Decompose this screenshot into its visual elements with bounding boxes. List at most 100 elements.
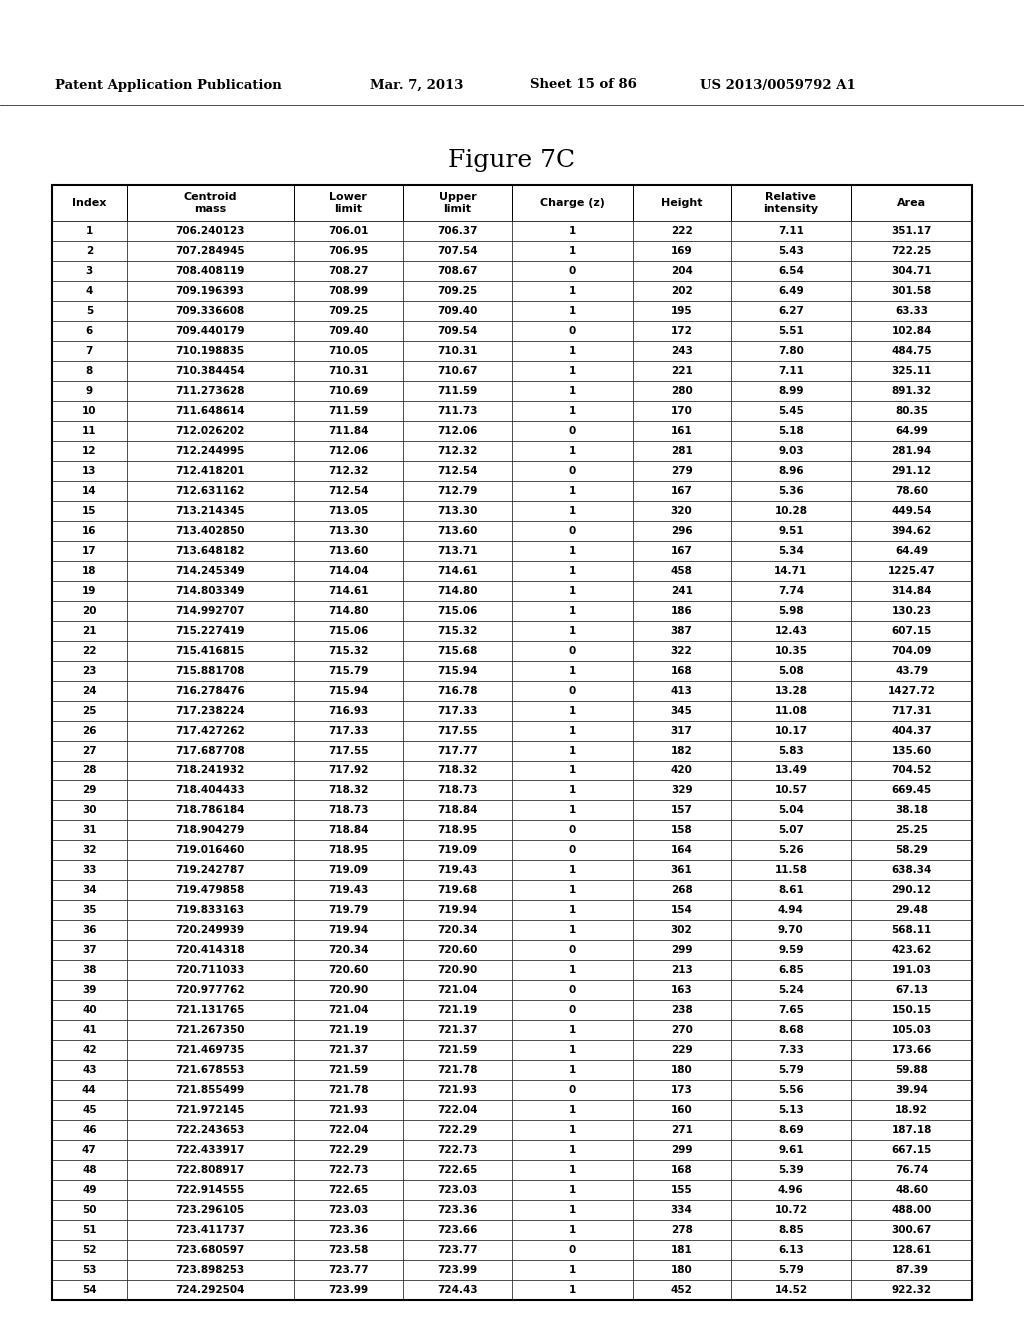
Text: 7.65: 7.65 — [778, 1006, 804, 1015]
Bar — [512, 261, 633, 281]
Bar — [512, 401, 633, 421]
Text: 8.69: 8.69 — [778, 1125, 804, 1135]
Bar — [127, 1121, 294, 1140]
Bar — [851, 821, 972, 841]
Text: 172: 172 — [671, 326, 692, 335]
Bar — [512, 220, 633, 242]
Text: 713.402850: 713.402850 — [175, 525, 245, 536]
Bar — [512, 581, 633, 601]
Bar — [402, 421, 512, 441]
Text: 5.08: 5.08 — [778, 665, 804, 676]
Bar — [402, 760, 512, 780]
Bar — [633, 780, 730, 800]
Text: 334: 334 — [671, 1205, 692, 1216]
Bar — [402, 821, 512, 841]
Bar — [512, 520, 633, 541]
Bar — [294, 1080, 402, 1100]
Text: 6.27: 6.27 — [778, 306, 804, 315]
Bar — [52, 1261, 127, 1280]
Bar — [512, 1080, 633, 1100]
Text: 1: 1 — [568, 586, 575, 595]
Text: 0: 0 — [568, 945, 575, 956]
Bar — [512, 242, 633, 261]
Bar — [633, 640, 730, 660]
Text: 723.99: 723.99 — [328, 1284, 369, 1295]
Text: 1: 1 — [568, 766, 575, 775]
Text: 10.35: 10.35 — [774, 645, 807, 656]
Bar — [512, 500, 633, 520]
Text: 76.74: 76.74 — [895, 1166, 929, 1175]
Text: 1: 1 — [568, 506, 575, 516]
Text: 34: 34 — [82, 886, 96, 895]
Text: 361: 361 — [671, 866, 692, 875]
Bar — [851, 1040, 972, 1060]
Bar — [512, 281, 633, 301]
Bar — [294, 721, 402, 741]
Text: 712.026202: 712.026202 — [175, 426, 245, 436]
Bar — [402, 261, 512, 281]
Text: 0: 0 — [568, 825, 575, 836]
Bar — [294, 242, 402, 261]
Text: 717.77: 717.77 — [437, 746, 478, 755]
Text: 296: 296 — [671, 525, 692, 536]
Text: 722.65: 722.65 — [437, 1166, 477, 1175]
Bar — [52, 461, 127, 480]
Bar — [294, 441, 402, 461]
Text: 711.84: 711.84 — [328, 426, 369, 436]
Text: 708.27: 708.27 — [328, 265, 369, 276]
Text: 169: 169 — [671, 246, 692, 256]
Text: 715.416815: 715.416815 — [175, 645, 245, 656]
Bar — [512, 341, 633, 360]
Bar — [402, 681, 512, 701]
Text: 717.31: 717.31 — [891, 706, 932, 715]
Bar — [294, 360, 402, 381]
Bar — [402, 1121, 512, 1140]
Bar — [402, 341, 512, 360]
Bar — [512, 660, 633, 681]
Bar — [402, 1001, 512, 1020]
Bar — [730, 880, 851, 900]
Bar — [851, 1121, 972, 1140]
Bar — [633, 1180, 730, 1200]
Text: 238: 238 — [671, 1006, 692, 1015]
Bar — [730, 461, 851, 480]
Bar — [127, 581, 294, 601]
Text: 268: 268 — [671, 886, 692, 895]
Bar — [52, 220, 127, 242]
Text: 299: 299 — [671, 945, 692, 956]
Text: 182: 182 — [671, 746, 692, 755]
Bar — [294, 1280, 402, 1300]
Bar — [851, 800, 972, 821]
Bar — [730, 1040, 851, 1060]
Bar — [127, 185, 294, 220]
Text: 5.79: 5.79 — [778, 1265, 804, 1275]
Bar — [402, 900, 512, 920]
Text: 52: 52 — [82, 1245, 96, 1255]
Text: 719.43: 719.43 — [437, 866, 477, 875]
Text: 721.04: 721.04 — [437, 985, 477, 995]
Bar — [512, 1001, 633, 1020]
Bar — [730, 1180, 851, 1200]
Bar — [127, 861, 294, 880]
Bar — [730, 821, 851, 841]
Text: 719.479858: 719.479858 — [175, 886, 245, 895]
Bar — [52, 520, 127, 541]
Bar — [294, 1220, 402, 1239]
Text: 105.03: 105.03 — [892, 1026, 932, 1035]
Bar — [633, 701, 730, 721]
Text: 5.79: 5.79 — [778, 1065, 804, 1076]
Text: 723.36: 723.36 — [437, 1205, 477, 1216]
Bar — [294, 220, 402, 242]
Text: 715.79: 715.79 — [328, 665, 369, 676]
Text: 721.78: 721.78 — [328, 1085, 369, 1096]
Bar — [52, 920, 127, 940]
Text: 11: 11 — [82, 426, 96, 436]
Text: 711.648614: 711.648614 — [175, 405, 245, 416]
Text: 1: 1 — [568, 286, 575, 296]
Text: 720.711033: 720.711033 — [175, 965, 245, 975]
Text: 42: 42 — [82, 1045, 96, 1055]
Text: 13.28: 13.28 — [774, 685, 807, 696]
Bar — [127, 341, 294, 360]
Bar — [52, 381, 127, 401]
Bar — [633, 1001, 730, 1020]
